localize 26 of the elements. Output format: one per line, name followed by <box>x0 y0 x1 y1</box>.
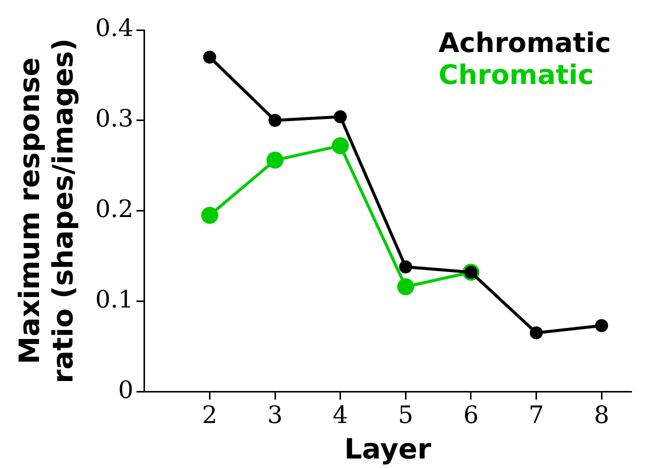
x-tick-label: 6 <box>463 401 479 430</box>
text: Chromatic <box>438 60 595 92</box>
point <box>203 50 216 64</box>
point <box>334 110 347 124</box>
point <box>268 114 282 127</box>
x-axis-title: Layer <box>344 432 432 466</box>
y-tick-label: 0 <box>118 376 134 404</box>
y-axis-title: Maximum response ratio (shapes/images) <box>13 38 80 384</box>
point <box>397 278 414 296</box>
point <box>332 137 349 154</box>
x-tick-label: 3 <box>267 401 283 430</box>
y-tick-label: 0.2 <box>95 195 134 224</box>
point <box>266 152 284 169</box>
x-tick-label: 4 <box>332 401 348 430</box>
x-tick-label: 8 <box>594 401 610 430</box>
y-tick-label: 0.4 <box>95 14 134 42</box>
text: Achromatic <box>438 28 611 60</box>
point <box>399 260 412 274</box>
y-tick-label: 0.3 <box>95 104 134 133</box>
point <box>201 206 218 224</box>
point <box>595 319 608 332</box>
x-tick-label: 2 <box>202 401 218 430</box>
x-tick-label: 7 <box>528 401 544 430</box>
x-tick-label: 5 <box>398 401 414 430</box>
y-tick-label: 0.1 <box>95 285 134 314</box>
point <box>530 326 543 340</box>
